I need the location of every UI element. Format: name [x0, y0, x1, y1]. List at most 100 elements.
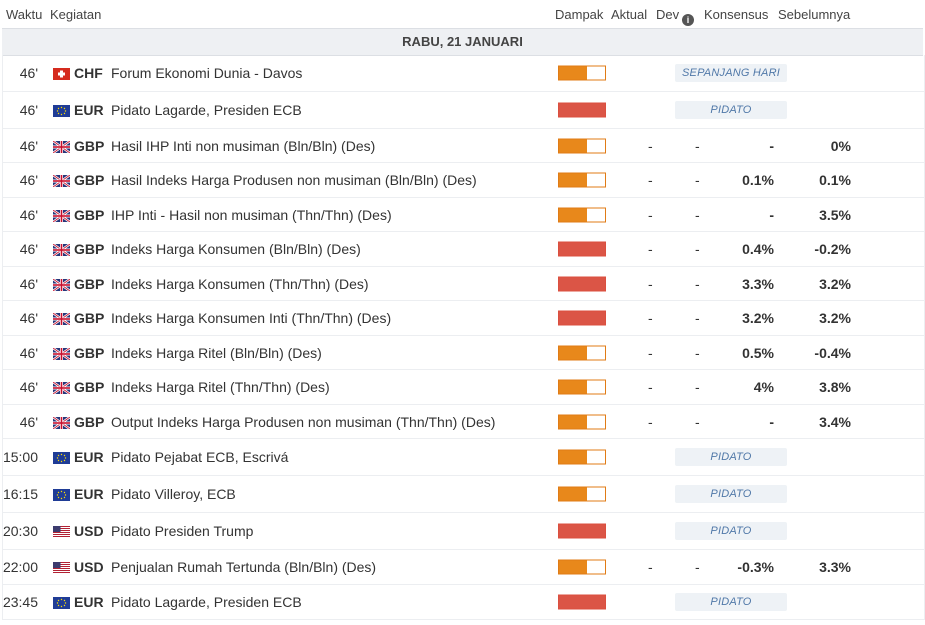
event-name[interactable]: Pidato Villeroy, ECB	[111, 486, 236, 502]
consensus-value: -	[769, 137, 774, 154]
event-name[interactable]: Indeks Harga Ritel (Bln/Bln) (Des)	[111, 344, 322, 361]
impact-fill	[559, 487, 587, 501]
event-time: 46'	[19, 137, 38, 154]
previous-value: 3.2%	[819, 275, 851, 292]
impact-indicator	[558, 241, 606, 257]
table-row[interactable]: 46' CHF Forum Ekonomi Dunia - Davos SEPANJA…	[3, 55, 924, 92]
event-time: 46'	[19, 102, 38, 118]
event-name[interactable]: Hasil Indeks Harga Produsen non musiman …	[111, 172, 477, 188]
flag-gb-icon	[52, 312, 71, 326]
table-header: Waktu Kegiatan Dampak Aktual Dev i Konse…	[6, 7, 851, 26]
event-name[interactable]: Hasil IHP Inti non musiman (Bln/Bln) (De…	[111, 137, 376, 154]
previous-value: -0.4%	[814, 344, 851, 361]
flag-gb-icon	[52, 415, 71, 430]
event-type-badge: PIDATO	[675, 448, 787, 466]
actual-value: -	[648, 172, 653, 188]
flag-gb-icon	[52, 346, 71, 361]
currency-code: EUR	[74, 102, 104, 118]
event-time: 20:30	[2, 523, 38, 539]
table-row[interactable]: 46' GBP Indeks Harga Konsumen (Thn/Thn) (D…	[3, 267, 924, 301]
event-name[interactable]: Indeks Harga Konsumen (Bln/Bln) (Des)	[111, 241, 361, 257]
actual-value: -	[648, 379, 653, 395]
consensus-value: 0.5%	[742, 344, 774, 361]
impact-indicator	[558, 523, 606, 539]
table-row[interactable]: 46' GBP Indeks Harga Konsumen Inti (Thn/Th…	[3, 301, 924, 336]
table-row[interactable]: 46' GBP IHP Inti - Hasil non musiman (Thn/…	[3, 198, 924, 232]
table-row[interactable]: 46' GBP Hasil IHP Inti non musiman (Bln/Bl…	[3, 129, 924, 163]
impact-fill	[559, 173, 587, 187]
event-name[interactable]: Pidato Pejabat ECB, Escrivá	[111, 449, 289, 465]
impact-indicator	[558, 207, 606, 222]
event-name[interactable]: Forum Ekonomi Dunia - Davos	[111, 65, 303, 81]
event-name[interactable]: Pidato Lagarde, Presiden ECB	[111, 594, 302, 610]
impact-fill	[559, 524, 605, 538]
deviation-value: -	[695, 310, 700, 326]
currency-code: GBP	[74, 275, 105, 292]
previous-value: 3.4%	[819, 413, 851, 430]
actual-value: -	[648, 344, 653, 361]
previous-value: 3.5%	[819, 206, 851, 223]
header-time[interactable]: Waktu	[6, 7, 43, 22]
flag-us-icon	[53, 561, 70, 574]
table-row[interactable]: 16:15 EUR Pidato Villeroy, ECB PIDATO	[3, 476, 924, 513]
impact-fill	[559, 380, 587, 394]
impact-fill	[559, 560, 587, 574]
currency-code: EUR	[74, 594, 104, 610]
header-consensus[interactable]: Konsensus	[704, 7, 769, 22]
event-name[interactable]: Penjualan Rumah Tertunda (Bln/Bln) (Des)	[111, 559, 377, 575]
table-row[interactable]: 22:00 USD Penjualan Rumah Tertunda (Bln/Bl…	[3, 550, 924, 585]
deviation-value: -	[695, 241, 700, 257]
event-type-badge: PIDATO	[675, 101, 787, 119]
event-time: 46'	[19, 413, 38, 430]
currency-code: CHF	[74, 65, 103, 81]
event-time: 15:00	[2, 449, 38, 465]
consensus-value: 3.3%	[742, 275, 774, 292]
event-time: 46'	[19, 310, 38, 326]
deviation-value: -	[695, 344, 700, 361]
currency-code: USD	[74, 559, 104, 575]
impact-fill	[559, 277, 605, 290]
table-row[interactable]: 15:00 EUR Pidato Pejabat ECB, Escrivá PIDAT…	[3, 439, 924, 476]
flag-gb-icon	[52, 243, 71, 257]
actual-value: -	[648, 206, 653, 223]
event-name[interactable]: IHP Inti - Hasil non musiman (Thn/Thn) (…	[111, 206, 392, 223]
event-name[interactable]: Pidato Lagarde, Presiden ECB	[111, 102, 302, 118]
actual-value: -	[648, 275, 653, 292]
previous-value: 3.3%	[819, 559, 851, 575]
previous-value: 0%	[830, 137, 851, 154]
table-row[interactable]: 46' GBP Indeks Harga Konsumen (Bln/Bln) (D…	[3, 232, 924, 267]
impact-fill	[559, 415, 587, 428]
table-row[interactable]: 46' EUR Pidato Lagarde, Presiden ECB PIDATO	[3, 92, 924, 129]
header-impact[interactable]: Dampak	[555, 7, 604, 22]
event-name[interactable]: Indeks Harga Ritel (Thn/Thn) (Des)	[111, 379, 330, 395]
event-type-badge: PIDATO	[675, 522, 787, 540]
event-type-badge: SEPANJANG HARI	[675, 64, 787, 82]
currency-code: USD	[74, 523, 104, 539]
event-name[interactable]: Indeks Harga Konsumen Inti (Thn/Thn) (De…	[111, 310, 392, 326]
table-row[interactable]: 20:30 USD Pidato Presiden Trump PIDATO	[3, 513, 924, 550]
table-row[interactable]: 46' GBP Hasil Indeks Harga Produsen non mu…	[3, 163, 924, 198]
flag-gb-icon	[52, 139, 71, 154]
deviation-value: -	[695, 275, 700, 292]
currency-code: GBP	[74, 172, 105, 188]
event-name[interactable]: Indeks Harga Konsumen (Thn/Thn) (Des)	[111, 275, 369, 292]
table-row[interactable]: 46' GBP Indeks Harga Ritel (Thn/Thn) (Des)…	[3, 370, 924, 405]
events-table: 46' CHF Forum Ekonomi Dunia - Davos SEPANJA…	[2, 55, 925, 620]
header-dev[interactable]: Dev	[656, 7, 680, 22]
flag-eu-icon	[53, 451, 70, 464]
impact-indicator	[558, 65, 606, 81]
table-row[interactable]: 23:45 EUR Pidato Lagarde, Presiden ECB PIDA…	[3, 585, 924, 620]
impact-fill	[559, 450, 587, 464]
deviation-value: -	[695, 137, 700, 154]
consensus-value: 3.2%	[742, 310, 774, 326]
table-row[interactable]: 46' GBP Output Indeks Harga Produsen non m…	[3, 405, 924, 439]
event-name[interactable]: Output Indeks Harga Produsen non musiman…	[111, 413, 496, 430]
deviation-value: -	[695, 559, 700, 575]
header-event[interactable]: Kegiatan	[50, 7, 102, 22]
header-previous[interactable]: Sebelumnya	[778, 7, 851, 22]
header-actual[interactable]: Aktual	[611, 7, 648, 22]
impact-indicator	[558, 379, 606, 395]
event-name[interactable]: Pidato Presiden Trump	[111, 523, 254, 539]
table-row[interactable]: 46' GBP Indeks Harga Ritel (Bln/Bln) (Des)…	[3, 336, 924, 370]
